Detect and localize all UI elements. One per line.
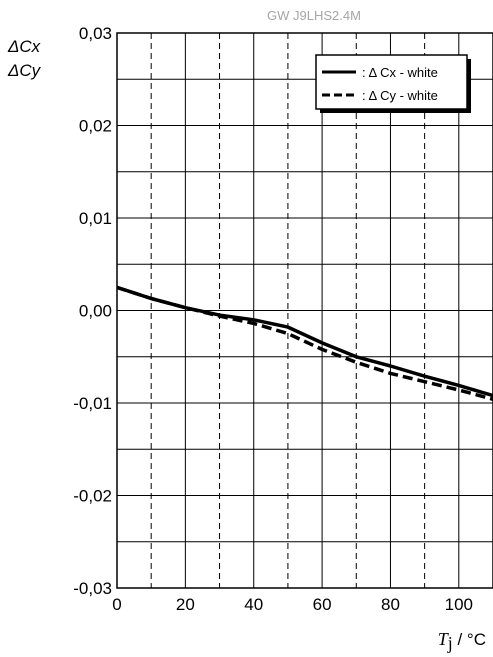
y-axis-label-line-2: ΔCy bbox=[7, 61, 42, 80]
legend: : Δ Cx - white : Δ Cy - white bbox=[315, 54, 471, 113]
x-axis-label-subscript: j bbox=[447, 633, 453, 653]
series-line-cy bbox=[116, 285, 493, 401]
y-tick-label: 0,01 bbox=[79, 209, 112, 228]
x-axis-label-unit: / °C bbox=[453, 630, 486, 649]
y-tick-label: -0,01 bbox=[73, 394, 112, 413]
series-layer bbox=[116, 285, 493, 401]
x-tick-label: 20 bbox=[176, 595, 195, 614]
x-tick-label: 40 bbox=[244, 595, 263, 614]
x-tick-label: 80 bbox=[381, 595, 400, 614]
y-tick-label: 0,03 bbox=[79, 24, 112, 43]
horizontal-gridlines bbox=[117, 78, 493, 543]
y-tick-label: -0,02 bbox=[73, 487, 112, 506]
x-tick-label: 60 bbox=[313, 595, 332, 614]
x-tick-label: 0 bbox=[112, 595, 121, 614]
y-tick-label: 0,02 bbox=[79, 117, 112, 136]
legend-label-cy: : Δ Cy - white bbox=[362, 88, 438, 103]
x-tick-label: 100 bbox=[445, 595, 473, 614]
legend-box bbox=[315, 54, 468, 110]
y-axis-label-line-1: ΔCx bbox=[7, 37, 41, 56]
y-tick-label: 0,00 bbox=[79, 302, 112, 321]
x-axis-label-symbol: T bbox=[438, 629, 450, 649]
x-axis-label: Tj / °C bbox=[438, 629, 486, 653]
plot-area-frame bbox=[116, 32, 493, 589]
chart-title: GW J9LHS2.4M bbox=[267, 8, 361, 23]
y-tick-labels: -0,03 -0,02 -0,01 0,00 0,01 0,02 0,03 bbox=[73, 24, 112, 598]
y-tick-label: -0,03 bbox=[73, 579, 112, 598]
x-tick-labels: 0 20 40 60 80 100 bbox=[112, 595, 473, 614]
legend-label-cx: : Δ Cx - white bbox=[362, 65, 438, 80]
